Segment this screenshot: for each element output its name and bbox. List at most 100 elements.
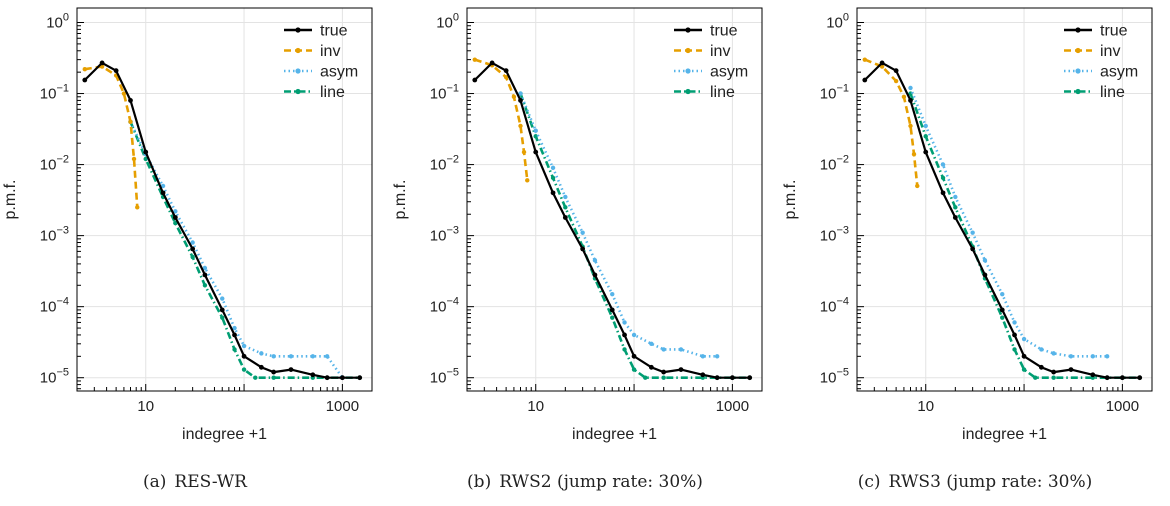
- series-inv-point: [472, 57, 477, 62]
- x-tick-label: 10: [527, 398, 544, 415]
- series-asym-point: [241, 343, 247, 349]
- series-true-point: [489, 60, 495, 66]
- series-inv-point: [503, 74, 509, 80]
- series-true-point: [219, 307, 225, 313]
- legend-marker-true: [1075, 27, 1081, 33]
- panel-a: 10 1000 10−5 10−4 10−3 10−2 10−1 100 indegree +1…: [2, 7, 373, 443]
- y-tick-label: 10−5: [40, 367, 69, 387]
- legend-marker-asym: [685, 68, 691, 74]
- legend-marker-inv: [685, 47, 691, 54]
- legend-label-asym: asym: [710, 64, 748, 81]
- series-asym-point: [220, 296, 225, 301]
- y-tick-label: 10−4: [820, 296, 849, 316]
- legend-marker-inv: [295, 47, 301, 54]
- legend-marker-true: [685, 27, 691, 33]
- legend-label-line: line: [320, 84, 345, 101]
- series-asym-point: [982, 258, 988, 263]
- series-asym-point: [271, 354, 276, 359]
- series-true-point: [999, 307, 1005, 313]
- y-tick-label: 10−2: [40, 154, 69, 174]
- series-inv-point: [82, 67, 87, 72]
- y-tick-label: 10−3: [40, 225, 69, 245]
- series-asym-point: [610, 291, 615, 297]
- series-true-point: [1012, 332, 1017, 338]
- series-true-point: [1119, 375, 1125, 381]
- series-inv-point: [511, 94, 517, 99]
- series-inv-point: [525, 178, 530, 183]
- legend-label-line: line: [1100, 84, 1125, 101]
- chart-canvas: 10 1000 10−5 10−4 10−3 10−2 10−1 100 indegree +1…: [2, 7, 1153, 443]
- series-asym-point: [1012, 320, 1017, 325]
- series-true-point: [952, 215, 958, 220]
- caption-b: (b) RWS2 (jump rate: 30%): [467, 472, 703, 492]
- series-line-point: [143, 156, 148, 162]
- series-asym-point: [631, 332, 637, 338]
- series-line-point: [563, 205, 568, 210]
- legend-label-true: true: [1100, 23, 1128, 40]
- series-asym-point: [661, 347, 666, 352]
- series-true-point: [862, 77, 868, 83]
- series-true-point: [661, 369, 667, 375]
- plot-frame: [76, 7, 373, 392]
- x-tick-label: 1000: [1106, 398, 1139, 415]
- series-asym-line: [129, 121, 344, 379]
- x-tick-label: 1000: [326, 398, 359, 415]
- series-line-point: [631, 367, 637, 372]
- series-line-point: [953, 205, 958, 210]
- caption-c-text: RWS3 (jump rate: 30%): [888, 472, 1093, 492]
- series-true-point: [908, 98, 913, 103]
- y-tick-label: 10−2: [430, 154, 459, 174]
- series-true-point: [1021, 353, 1027, 359]
- series-true-point: [339, 375, 345, 381]
- series-asym-line: [909, 87, 1108, 358]
- series-inv-line: [474, 58, 529, 181]
- series-line-line: [519, 93, 750, 380]
- series-true-point: [202, 272, 208, 278]
- series-true-point: [1068, 367, 1074, 373]
- series-inv-point: [521, 149, 527, 155]
- series-true-point: [241, 353, 247, 359]
- legend-marker-line: [685, 88, 691, 95]
- x-tick-label: 1000: [716, 398, 749, 415]
- y-tick-label: 10−1: [820, 83, 849, 103]
- series-true-point: [1051, 369, 1057, 375]
- series-line-point: [1021, 367, 1027, 372]
- series-true-point: [648, 364, 654, 370]
- series-asym-point: [1068, 354, 1074, 359]
- series-inv-point: [128, 119, 133, 125]
- y-tick-label: 10−3: [430, 225, 459, 245]
- series-line-point: [220, 315, 225, 320]
- series-line-point: [202, 283, 208, 288]
- series-asym-point: [970, 230, 975, 235]
- series-true-point: [113, 68, 119, 74]
- caption-c: (c) RWS3 (jump rate: 30%): [858, 472, 1093, 492]
- y-tick-label: 100: [46, 12, 69, 32]
- series-asym-point: [678, 347, 684, 352]
- panel-b: 10 1000 10−5 10−4 10−3 10−2 10−1 100 indegree +1…: [392, 7, 763, 443]
- y-tick-label: 10−5: [430, 367, 459, 387]
- series-true-point: [324, 375, 330, 381]
- series-line-point: [271, 375, 276, 380]
- series-inv-point: [915, 183, 920, 189]
- series-asym-point: [533, 128, 538, 133]
- series-true-point: [310, 372, 316, 378]
- series-line-point: [550, 175, 556, 181]
- series-true-point: [503, 68, 509, 74]
- x-axis-label: indegree +1: [962, 426, 1047, 443]
- legend-label-inv: inv: [1100, 43, 1120, 60]
- series-true-point: [82, 77, 88, 83]
- legend-label-inv: inv: [320, 43, 340, 60]
- legend-marker-true: [295, 27, 301, 33]
- series-true-point: [729, 375, 735, 381]
- series-line-point: [622, 347, 627, 352]
- series-inv-point: [911, 152, 917, 157]
- legend-label-line: line: [710, 84, 735, 101]
- x-tick-label: 10: [137, 398, 154, 415]
- series-asym-point: [1039, 347, 1044, 352]
- series-asym-point: [202, 265, 208, 271]
- series-asym-point: [923, 123, 928, 129]
- series-true-point: [518, 98, 523, 103]
- legend-marker-line: [295, 88, 301, 95]
- series-line-point: [232, 347, 237, 352]
